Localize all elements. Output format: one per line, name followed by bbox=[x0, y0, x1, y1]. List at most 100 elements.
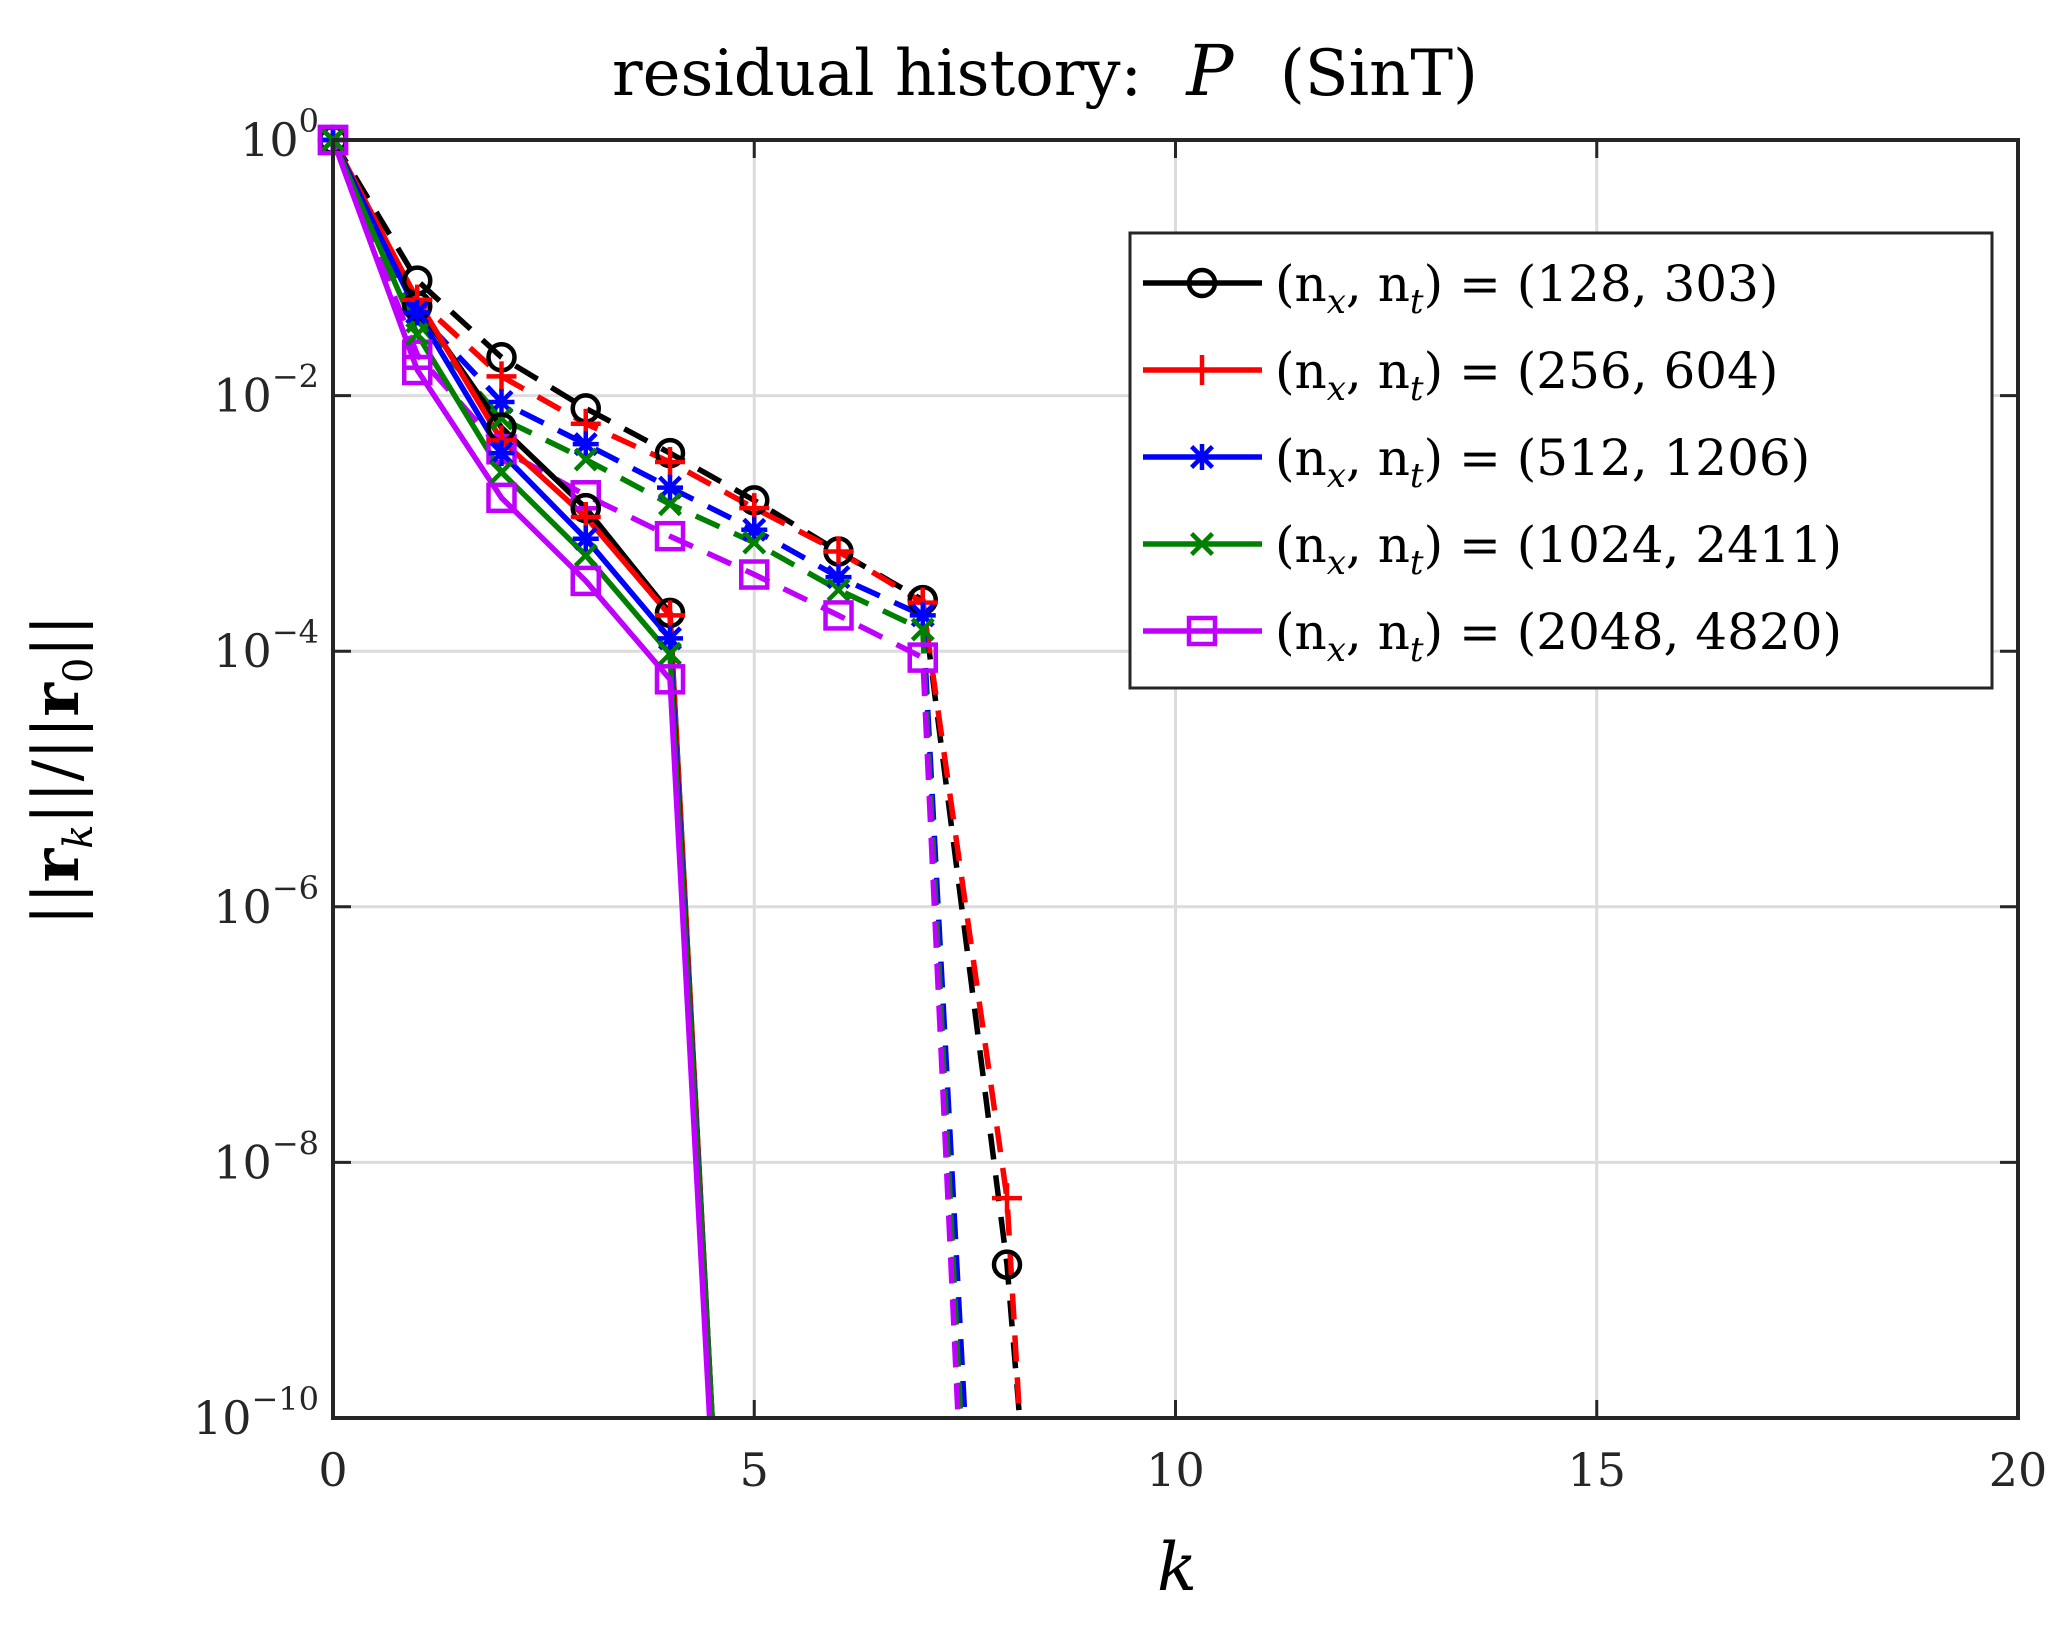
y-tick-base: 10 bbox=[193, 1391, 252, 1445]
y-label-bar-close: || bbox=[20, 781, 94, 824]
legend-label-st: t bbox=[1410, 543, 1424, 583]
series-2-dashed-asterisk-marker bbox=[572, 431, 599, 458]
legend-label-lhs: (n bbox=[1275, 603, 1327, 661]
x-tick-label: 0 bbox=[318, 1443, 347, 1497]
y-tick-label: 10−4 bbox=[213, 613, 319, 678]
legend-label-lhs: (n bbox=[1275, 255, 1327, 313]
y-tick-power: −2 bbox=[272, 358, 319, 396]
y-label-r0: r bbox=[19, 682, 94, 717]
legend-label-rhs: ) = (512, 1206) bbox=[1424, 429, 1811, 487]
legend-label-sx: x bbox=[1327, 630, 1346, 670]
legend-label-mid: , n bbox=[1346, 603, 1410, 661]
y-tick-base: 10 bbox=[240, 113, 299, 167]
series-4-dashed-square-marker bbox=[654, 520, 686, 552]
legend-label: (nx, nt) = (256, 604) bbox=[1275, 342, 1778, 409]
legend-label-sx: x bbox=[1327, 282, 1346, 322]
legend-x-marker bbox=[1190, 532, 1214, 556]
series-4-dashed-square-marker bbox=[823, 600, 854, 631]
legend-label-mid: , n bbox=[1346, 342, 1410, 400]
series-3-dashed-x-marker bbox=[826, 577, 851, 602]
series-3-solid-x-marker bbox=[573, 543, 598, 568]
x-tick-label: 5 bbox=[740, 1443, 769, 1497]
x-tick-label: 20 bbox=[1989, 1443, 2048, 1497]
series-2-solid-asterisk-marker bbox=[657, 625, 683, 652]
series-2-solid-asterisk-marker bbox=[572, 525, 599, 552]
x-axis-label: k bbox=[1157, 1529, 1197, 1606]
legend-label-rhs: ) = (1024, 2411) bbox=[1424, 516, 1842, 574]
legend-label-st: t bbox=[1410, 630, 1424, 670]
legend-label-lhs: (n bbox=[1275, 342, 1327, 400]
y-tick-label: 10−8 bbox=[213, 1124, 319, 1189]
legend-item: (nx, nt) = (128, 303) bbox=[1143, 255, 1778, 322]
legend-label: (nx, nt) = (512, 1206) bbox=[1275, 429, 1810, 496]
y-tick-power: −10 bbox=[251, 1380, 319, 1418]
legend-label: (nx, nt) = (128, 303) bbox=[1275, 255, 1778, 322]
series-4-solid-line bbox=[333, 140, 713, 1418]
legend-items: (nx, nt) = (128, 303)(nx, nt) = (256, 60… bbox=[1143, 255, 1842, 670]
legend-label: (nx, nt) = (1024, 2411) bbox=[1275, 516, 1842, 583]
series-2-solid-asterisk-marker bbox=[488, 440, 515, 467]
legend-item: (nx, nt) = (256, 604) bbox=[1143, 342, 1778, 409]
y-tick-power: −6 bbox=[272, 869, 319, 907]
series-1-dashed-plus-marker bbox=[655, 447, 685, 478]
legend-plus-marker bbox=[1187, 355, 1217, 385]
y-axis-label: ||rk||/||r0|| bbox=[19, 614, 102, 925]
legend-label-sx: x bbox=[1327, 456, 1346, 496]
series-2-dashed-asterisk-marker bbox=[657, 474, 683, 501]
legend-label-mid: , n bbox=[1346, 429, 1410, 487]
series-3-dashed-x-marker bbox=[573, 447, 598, 472]
series-1-dashed-line bbox=[333, 140, 1023, 1418]
title-symbol: P bbox=[1184, 30, 1235, 112]
legend-label-rhs: ) = (256, 604) bbox=[1424, 342, 1779, 400]
x-tick-labels: 0 5 10 15 20 bbox=[318, 1443, 2047, 1497]
legend-label-lhs: (n bbox=[1275, 516, 1327, 574]
series-1-dashed-plus-marker bbox=[823, 536, 854, 567]
series-3-dashed-x-marker bbox=[489, 406, 514, 431]
legend-label-sx: x bbox=[1327, 369, 1346, 409]
y-tick-label: 10−6 bbox=[213, 869, 319, 934]
series-0-dashed-line bbox=[333, 140, 1023, 1418]
series-2-solid-asterisk-marker bbox=[404, 299, 431, 326]
y-label-sub-k: k bbox=[56, 825, 102, 849]
legend-circle-marker bbox=[1186, 267, 1218, 299]
series-3-dashed-x-marker bbox=[742, 530, 767, 555]
series-4-dashed-square-marker bbox=[402, 339, 433, 370]
legend-label-lhs: (n bbox=[1275, 429, 1327, 487]
legend-label-st: t bbox=[1410, 456, 1424, 496]
y-label-r: r bbox=[19, 847, 94, 882]
legend-label-mid: , n bbox=[1346, 516, 1410, 574]
y-label-bar-open-2: || bbox=[20, 717, 94, 760]
legend-item: (nx, nt) = (1024, 2411) bbox=[1143, 516, 1842, 583]
y-label-sub-0: 0 bbox=[56, 658, 102, 683]
series-2-dashed-asterisk-marker bbox=[825, 564, 852, 591]
svg-text:||rk||/||r0||: ||rk||/||r0|| bbox=[19, 614, 102, 925]
svg-text:residual history: P: residual history: P (SinT) bbox=[612, 30, 1478, 112]
y-label-slash: / bbox=[20, 759, 94, 781]
legend-square-marker bbox=[1186, 615, 1218, 647]
series-4-dashed-square-marker bbox=[907, 642, 938, 673]
series-3-dashed-x-marker bbox=[658, 492, 682, 517]
x-tick-label: 15 bbox=[1567, 1443, 1626, 1497]
y-label-bar-open: || bbox=[20, 882, 94, 925]
series-2-dashed-asterisk-marker bbox=[741, 516, 768, 543]
legend-label-rhs: ) = (2048, 4820) bbox=[1424, 603, 1842, 661]
y-tick-label: 10−10 bbox=[193, 1380, 319, 1445]
series-3-solid-x-marker bbox=[489, 460, 514, 485]
x-tick-label: 10 bbox=[1146, 1443, 1205, 1497]
legend-asterisk-marker bbox=[1189, 444, 1215, 470]
series-4-solid-square-marker bbox=[654, 664, 686, 695]
y-tick-base: 10 bbox=[213, 1135, 272, 1189]
tick-marks bbox=[331, 138, 2020, 1420]
series-2-dashed-asterisk-marker bbox=[909, 602, 936, 629]
y-tick-power: −8 bbox=[272, 1124, 319, 1162]
chart-title: residual history: P (SinT) bbox=[612, 30, 1478, 112]
y-tick-base: 10 bbox=[213, 880, 272, 934]
y-tick-power: −4 bbox=[272, 613, 319, 651]
series-4-dashed-line bbox=[333, 140, 961, 1418]
legend-label-rhs: ) = (128, 303) bbox=[1424, 255, 1779, 313]
title-suffix: (SinT) bbox=[1280, 37, 1478, 111]
y-label-bar-close-2: || bbox=[20, 614, 94, 657]
series-3-dashed-x-marker bbox=[910, 617, 935, 642]
